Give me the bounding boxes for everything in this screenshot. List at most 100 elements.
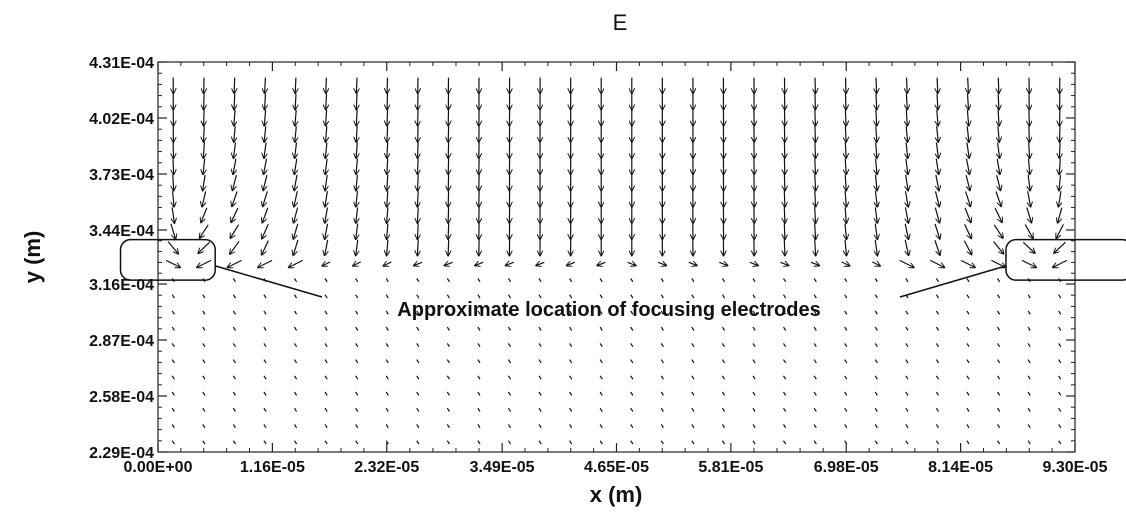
field-arrow [934, 223, 940, 239]
field-arrow [844, 278, 848, 283]
field-arrow [385, 440, 389, 445]
field-arrow [293, 424, 298, 429]
field-arrow [1027, 310, 1031, 315]
field-arrow [783, 278, 787, 283]
field-arrow [782, 310, 787, 315]
field-arrow [1059, 158, 1060, 175]
field-arrow [446, 310, 451, 315]
field-arrow [844, 375, 848, 380]
field-arrow [538, 359, 542, 364]
field-arrow [265, 77, 266, 94]
field-arrow [295, 126, 297, 142]
field-arrow [202, 440, 206, 445]
x-tick-label: 1.16E-05 [240, 459, 305, 476]
field-arrow [171, 310, 175, 315]
field-arrow [507, 424, 512, 429]
field-arrow [844, 407, 848, 412]
field-arrow [202, 359, 206, 364]
field-arrow [905, 278, 909, 283]
field-arrow [813, 310, 817, 315]
field-arrow [387, 93, 388, 110]
field-arrow [937, 109, 938, 126]
field-arrow [813, 343, 817, 348]
field-arrow [935, 294, 940, 299]
field-arrow [876, 174, 878, 191]
field-arrow [477, 391, 481, 396]
field-arrow [417, 207, 418, 223]
field-arrow [416, 343, 420, 348]
field-arrow [355, 294, 359, 299]
field-arrow [293, 326, 298, 331]
field-arrow [198, 241, 211, 253]
field-arrow [538, 294, 542, 299]
field-arrow [356, 142, 357, 158]
field-arrow [1058, 191, 1061, 207]
field-arrow [966, 424, 970, 429]
field-arrow [844, 424, 848, 429]
field-arrow [752, 326, 756, 331]
field-arrow [507, 278, 512, 283]
field-arrow [1026, 207, 1032, 223]
field-arrow [752, 391, 756, 396]
field-arrow [660, 440, 664, 445]
field-arrow [968, 77, 969, 94]
field-arrow [782, 375, 787, 380]
field-arrow [874, 310, 878, 315]
field-arrow [782, 424, 787, 429]
x-axis-title: x (m) [590, 482, 643, 507]
field-arrow [536, 262, 545, 265]
field-arrow [906, 93, 907, 110]
field-arrow [294, 191, 298, 207]
field-arrow [599, 407, 603, 412]
field-arrow [966, 294, 970, 299]
field-arrow [935, 359, 940, 364]
field-arrow [356, 223, 358, 240]
field-arrow [538, 326, 542, 331]
field-arrow [417, 191, 418, 207]
field-arrow [197, 259, 212, 267]
field-arrow [721, 424, 726, 429]
field-arrow [324, 424, 328, 429]
field-arrow [627, 262, 636, 265]
field-arrow [356, 77, 357, 94]
field-arrow [1027, 407, 1031, 412]
field-arrow [815, 207, 816, 223]
field-arrow [905, 343, 909, 348]
field-arrow [846, 93, 847, 110]
field-arrow [875, 223, 877, 240]
field-arrow [691, 375, 695, 380]
field-arrow [538, 440, 542, 445]
field-arrow [966, 326, 970, 331]
field-arrow [995, 191, 1001, 207]
field-arrow [1027, 424, 1031, 429]
electrode-annotation: Approximate location of focusing electro… [119, 238, 1126, 321]
field-arrow [599, 294, 603, 299]
field-arrow [355, 359, 359, 364]
field-arrow [998, 77, 999, 94]
field-arrow [232, 294, 237, 299]
field-arrow [874, 375, 878, 380]
field-arrow [294, 174, 297, 191]
field-arrow [721, 294, 726, 299]
field-arrow [387, 158, 388, 175]
field-arrow [815, 158, 816, 175]
field-arrow [721, 407, 726, 412]
field-arrow [813, 375, 817, 380]
field-arrow [782, 326, 787, 331]
field-arrow [569, 359, 573, 364]
field-arrow [1058, 343, 1062, 348]
electrode-region-right [1005, 238, 1126, 281]
field-arrow [538, 424, 542, 429]
field-arrow [815, 223, 816, 240]
field-arrow [418, 158, 419, 175]
field-arrow [416, 278, 420, 283]
field-arrow [721, 278, 726, 283]
field-arrow [477, 359, 481, 364]
field-arrow [630, 278, 634, 283]
field-arrow [171, 359, 175, 364]
field-arrow [996, 174, 1001, 191]
y-tick-label: 2.58E-04 [89, 389, 154, 406]
field-arrow [171, 375, 175, 380]
field-arrow [263, 174, 268, 191]
